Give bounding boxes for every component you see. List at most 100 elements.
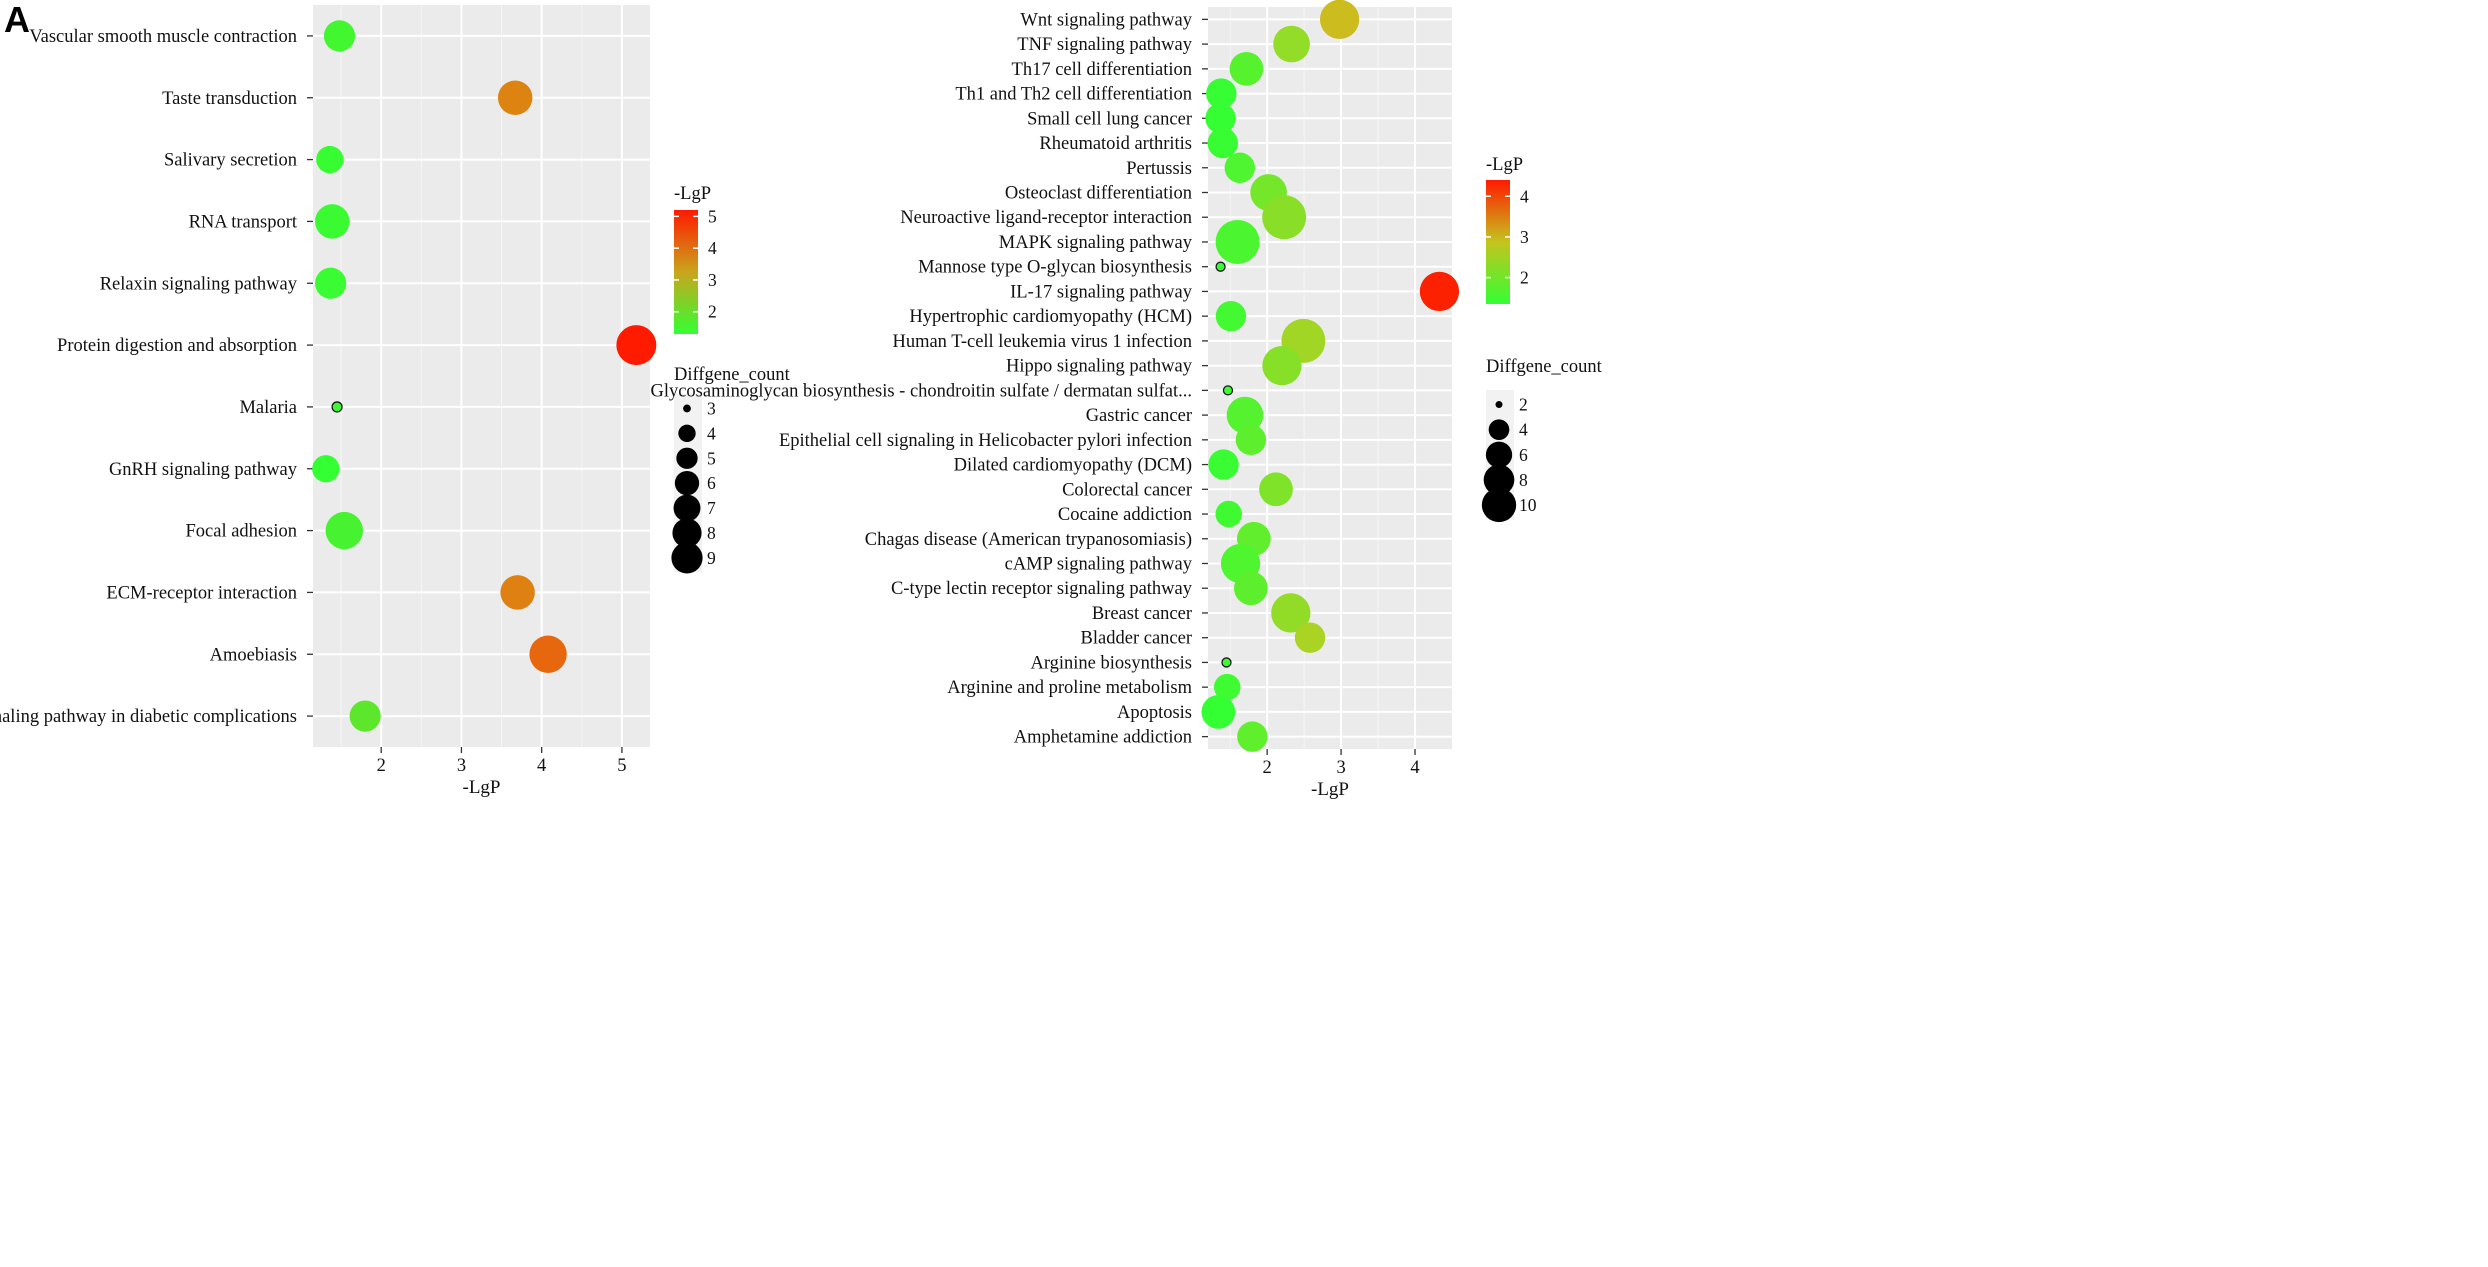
y-tick-label-dilated-cardiomyopathy-dcm: Dilated cardiomyopathy (DCM) — [954, 456, 1192, 476]
point-colorectal-cancer — [1259, 472, 1293, 507]
size-legend-title-a: Diffgene_count — [674, 365, 791, 385]
point-apoptosis — [1201, 695, 1236, 729]
point-age-rage-signaling-pathway-in-diabetic-complications — [349, 700, 381, 732]
y-tick-label-cocaine-addiction: Cocaine addiction — [1058, 505, 1192, 525]
y-tick-label-salivary-secretion: Salivary secretion — [164, 151, 297, 171]
x-tick-label-a: 2 — [377, 756, 386, 776]
point-amphetamine-addiction — [1237, 721, 1268, 752]
panel-a-letter: A — [4, 0, 30, 40]
point-taste-transduction — [497, 80, 533, 115]
size-legend-label-b: 6 — [1519, 445, 1528, 465]
point-th17-cell-differentiation — [1229, 51, 1264, 86]
x-tick-label-a: 4 — [537, 756, 546, 776]
point-vascular-smooth-muscle-contraction — [323, 20, 356, 52]
point-rna-transport — [315, 204, 350, 239]
size-legend-dot-a — [678, 424, 696, 443]
point-tnf-signaling-pathway — [1273, 25, 1310, 63]
point-bladder-cancer — [1294, 622, 1326, 653]
y-tick-label-vascular-smooth-muscle-contraction: Vascular smooth muscle contraction — [29, 27, 297, 47]
y-tick-label-apoptosis: Apoptosis — [1117, 703, 1192, 723]
point-rheumatoid-arthritis — [1207, 127, 1239, 159]
color-bar-b — [1486, 180, 1510, 304]
y-tick-label-small-cell-lung-cancer: Small cell lung cancer — [1027, 109, 1192, 129]
y-tick-label-osteoclast-differentiation: Osteoclast differentiation — [1005, 184, 1192, 204]
point-dilated-cardiomyopathy-dcm — [1208, 449, 1239, 480]
point-arginine-and-proline-metabolism — [1213, 673, 1241, 701]
y-tick-label-hypertrophic-cardiomyopathy-hcm: Hypertrophic cardiomyopathy (HCM) — [909, 307, 1192, 327]
point-neuroactive-ligand-receptor-interaction — [1262, 195, 1307, 240]
size-legend-label-b: 4 — [1519, 420, 1528, 440]
point-gastric-cancer — [1226, 396, 1264, 434]
size-legend-label-a: 7 — [707, 498, 716, 518]
y-tick-label-rheumatoid-arthritis: Rheumatoid arthritis — [1039, 134, 1192, 154]
y-tick-label-hippo-signaling-pathway: Hippo signaling pathway — [1006, 357, 1193, 377]
x-tick-label-b: 3 — [1336, 758, 1345, 778]
point-glycosaminoglycan-biosynthesis-chondroitin-sulfate-dermatan-sulfat — [1222, 385, 1234, 396]
y-tick-label-chagas-disease-american-trypanosomiasis: Chagas disease (American trypanosomiasis… — [865, 530, 1192, 550]
y-tick-label-tnf-signaling-pathway: TNF signaling pathway — [1017, 35, 1192, 55]
color-legend-label-a: 2 — [708, 302, 717, 322]
y-tick-label-th17-cell-differentiation: Th17 cell differentiation — [1012, 60, 1192, 80]
y-tick-label-c-type-lectin-receptor-signaling-pathway: C-type lectin receptor signaling pathway — [891, 579, 1193, 599]
plot-background-a — [313, 5, 650, 747]
size-legend-dot-b — [1488, 419, 1510, 440]
y-tick-label-mapk-signaling-pathway: MAPK signaling pathway — [999, 233, 1193, 253]
y-tick-label-glycosaminoglycan-biosynthesis-chondroitin-sulfate-dermatan-sulfat: Glycosaminoglycan biosynthesis - chondro… — [650, 381, 1192, 401]
point-wnt-signaling-pathway — [1319, 0, 1360, 40]
y-tick-label-arginine-and-proline-metabolism: Arginine and proline metabolism — [947, 678, 1192, 698]
point-cocaine-addiction — [1215, 500, 1242, 528]
y-tick-label-amoebiasis: Amoebiasis — [210, 645, 297, 665]
y-tick-label-th1-and-th2-cell-differentiation: Th1 and Th2 cell differentiation — [955, 85, 1192, 105]
size-legend-title-b: Diffgene_count — [1486, 357, 1603, 377]
color-legend-label-b: 3 — [1520, 227, 1529, 247]
x-axis-title-b: -LgP — [1311, 779, 1349, 800]
color-legend-label-a: 5 — [708, 206, 717, 226]
size-legend-dot-a — [673, 494, 701, 522]
x-tick-label-b: 2 — [1263, 758, 1272, 778]
point-small-cell-lung-cancer — [1205, 103, 1236, 134]
point-il-17-signaling-pathway — [1419, 271, 1460, 312]
x-tick-label-a: 3 — [457, 756, 466, 776]
point-salivary-secretion — [316, 145, 344, 174]
size-legend-dot-a — [671, 542, 703, 574]
color-legend-label-b: 4 — [1520, 186, 1529, 206]
size-legend-label-b: 2 — [1519, 395, 1528, 415]
y-tick-label-camp-signaling-pathway: cAMP signaling pathway — [1005, 555, 1193, 575]
size-legend-dot-a — [676, 447, 698, 469]
color-legend-label-a: 3 — [708, 270, 717, 290]
size-legend-label-b: 10 — [1519, 495, 1537, 515]
y-tick-label-ecm-receptor-interaction: ECM-receptor interaction — [106, 583, 297, 603]
y-tick-label-mannose-type-o-glycan-biosynthesis: Mannose type O-glycan biosynthesis — [918, 258, 1192, 278]
point-arginine-biosynthesis — [1221, 657, 1232, 668]
y-tick-label-pertussis: Pertussis — [1126, 159, 1192, 179]
panel-a: A 2 3 4 5 Vascular smooth muscle contraction… — [0, 0, 791, 798]
size-legend-label-a: 8 — [707, 523, 716, 543]
y-tick-label-arginine-biosynthesis: Arginine biosynthesis — [1030, 653, 1192, 673]
point-hypertrophic-cardiomyopathy-hcm — [1215, 300, 1247, 332]
point-breast-cancer — [1271, 593, 1311, 633]
y-tick-label-malaria: Malaria — [239, 398, 297, 418]
y-tick-label-amphetamine-addiction: Amphetamine addiction — [1014, 728, 1192, 748]
size-legend-label-a: 5 — [707, 448, 716, 468]
size-legend-dot-b — [1485, 441, 1513, 468]
point-ecm-receptor-interaction — [500, 575, 535, 610]
point-c-type-lectin-receptor-signaling-pathway — [1234, 571, 1268, 606]
point-epithelial-cell-signaling-in-helicobacter-pylori-infection — [1235, 424, 1267, 456]
size-legend-dot-b — [1481, 487, 1517, 523]
color-legend-label-a: 4 — [708, 238, 717, 258]
y-tick-label-relaxin-signaling-pathway: Relaxin signaling pathway — [100, 274, 298, 294]
size-legend-label-a: 9 — [707, 548, 716, 568]
y-tick-label-bladder-cancer: Bladder cancer — [1081, 629, 1192, 649]
y-tick-label-protein-digestion-and-absorption: Protein digestion and absorption — [57, 336, 297, 356]
y-tick-label-neuroactive-ligand-receptor-interaction: Neuroactive ligand-receptor interaction — [900, 208, 1192, 228]
point-protein-digestion-and-absorption — [616, 325, 657, 366]
y-tick-label-human-t-cell-leukemia-virus-1-infection: Human T-cell leukemia virus 1 infection — [892, 332, 1192, 352]
size-legend-label-b: 8 — [1519, 470, 1528, 490]
y-tick-label-epithelial-cell-signaling-in-helicobacter-pylori-infection: Epithelial cell signaling in Helicobacte… — [779, 431, 1192, 451]
y-tick-label-taste-transduction: Taste transduction — [162, 89, 297, 109]
y-tick-label-rna-transport: RNA transport — [189, 212, 298, 232]
x-axis-title-a: -LgP — [463, 777, 501, 798]
point-relaxin-signaling-pathway — [315, 267, 347, 299]
